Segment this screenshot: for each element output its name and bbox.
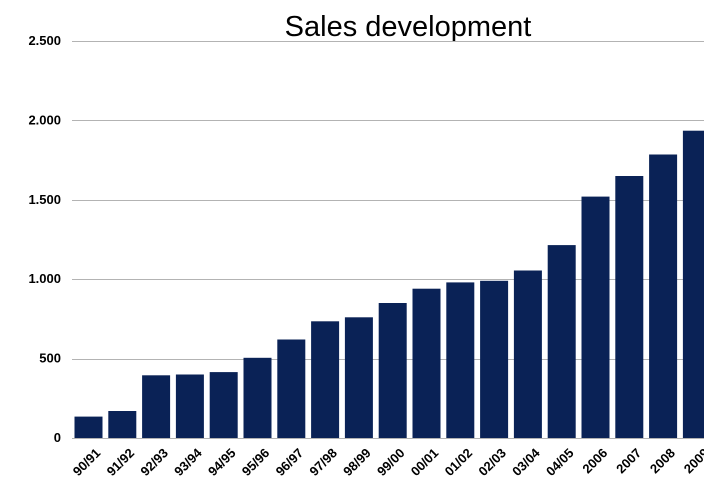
- bar-95-96: [243, 357, 272, 438]
- x-axis-tick-labels: 90/91 91/92 92/93 93/94 94/95 95/96 96/97 97/98…: [70, 445, 704, 479]
- y-tick-label: 500: [39, 351, 61, 366]
- bar-2009: [682, 130, 704, 438]
- x-tick-label: 00/01: [408, 445, 442, 479]
- x-tick-label: 90/91: [70, 445, 104, 479]
- bar-04-05: [547, 245, 576, 438]
- x-tick-label: 04/05: [543, 445, 577, 479]
- bar-90-91: [74, 416, 103, 438]
- bar-03-04: [513, 270, 542, 438]
- y-axis-tick-labels: 0 500 1.000 1.500 2.000 2.500: [28, 33, 61, 445]
- x-tick-label: 02/03: [475, 445, 509, 479]
- x-tick-label: 93/94: [171, 445, 205, 479]
- y-tick-label: 2.500: [28, 33, 61, 48]
- bar-01-02: [446, 282, 475, 438]
- x-tick-label: 94/95: [205, 445, 239, 479]
- bar-93-94: [175, 374, 204, 438]
- x-tick-label: 01/02: [442, 445, 476, 479]
- bar-99-00: [378, 303, 407, 438]
- bar-2007: [615, 176, 644, 438]
- bar-92-93: [142, 375, 171, 438]
- x-tick-label: 99/00: [374, 445, 408, 479]
- x-tick-label: 97/98: [306, 445, 340, 479]
- x-tick-label: 2008: [647, 445, 678, 476]
- x-tick-label: 91/92: [104, 445, 138, 479]
- bar-94-95: [209, 372, 238, 438]
- y-tick-label: 0: [54, 430, 61, 445]
- x-tick-label: 98/99: [340, 445, 374, 479]
- x-tick-label: 2006: [579, 445, 610, 476]
- y-tick-label: 1.000: [28, 271, 61, 286]
- x-tick-label: 2007: [613, 445, 644, 476]
- bar-97-98: [311, 321, 340, 438]
- bar-96-97: [277, 339, 306, 438]
- x-tick-label: 92/93: [137, 445, 171, 479]
- bars: [74, 130, 704, 438]
- gridlines: [72, 41, 704, 439]
- chart-title: Sales development: [285, 11, 532, 43]
- x-tick-label: 2009: [681, 445, 704, 476]
- y-tick-label: 2.000: [28, 112, 61, 127]
- bar-98-99: [344, 317, 373, 438]
- y-tick-label: 1.500: [28, 192, 61, 207]
- x-tick-label: 95/96: [239, 445, 273, 479]
- bar-02-03: [480, 280, 509, 438]
- bar-00-01: [412, 288, 441, 438]
- bar-2006: [581, 196, 610, 438]
- bar-91-92: [108, 411, 137, 438]
- bar-2008: [649, 154, 678, 438]
- x-tick-label: 96/97: [273, 445, 307, 479]
- x-tick-label: 03/04: [509, 445, 543, 479]
